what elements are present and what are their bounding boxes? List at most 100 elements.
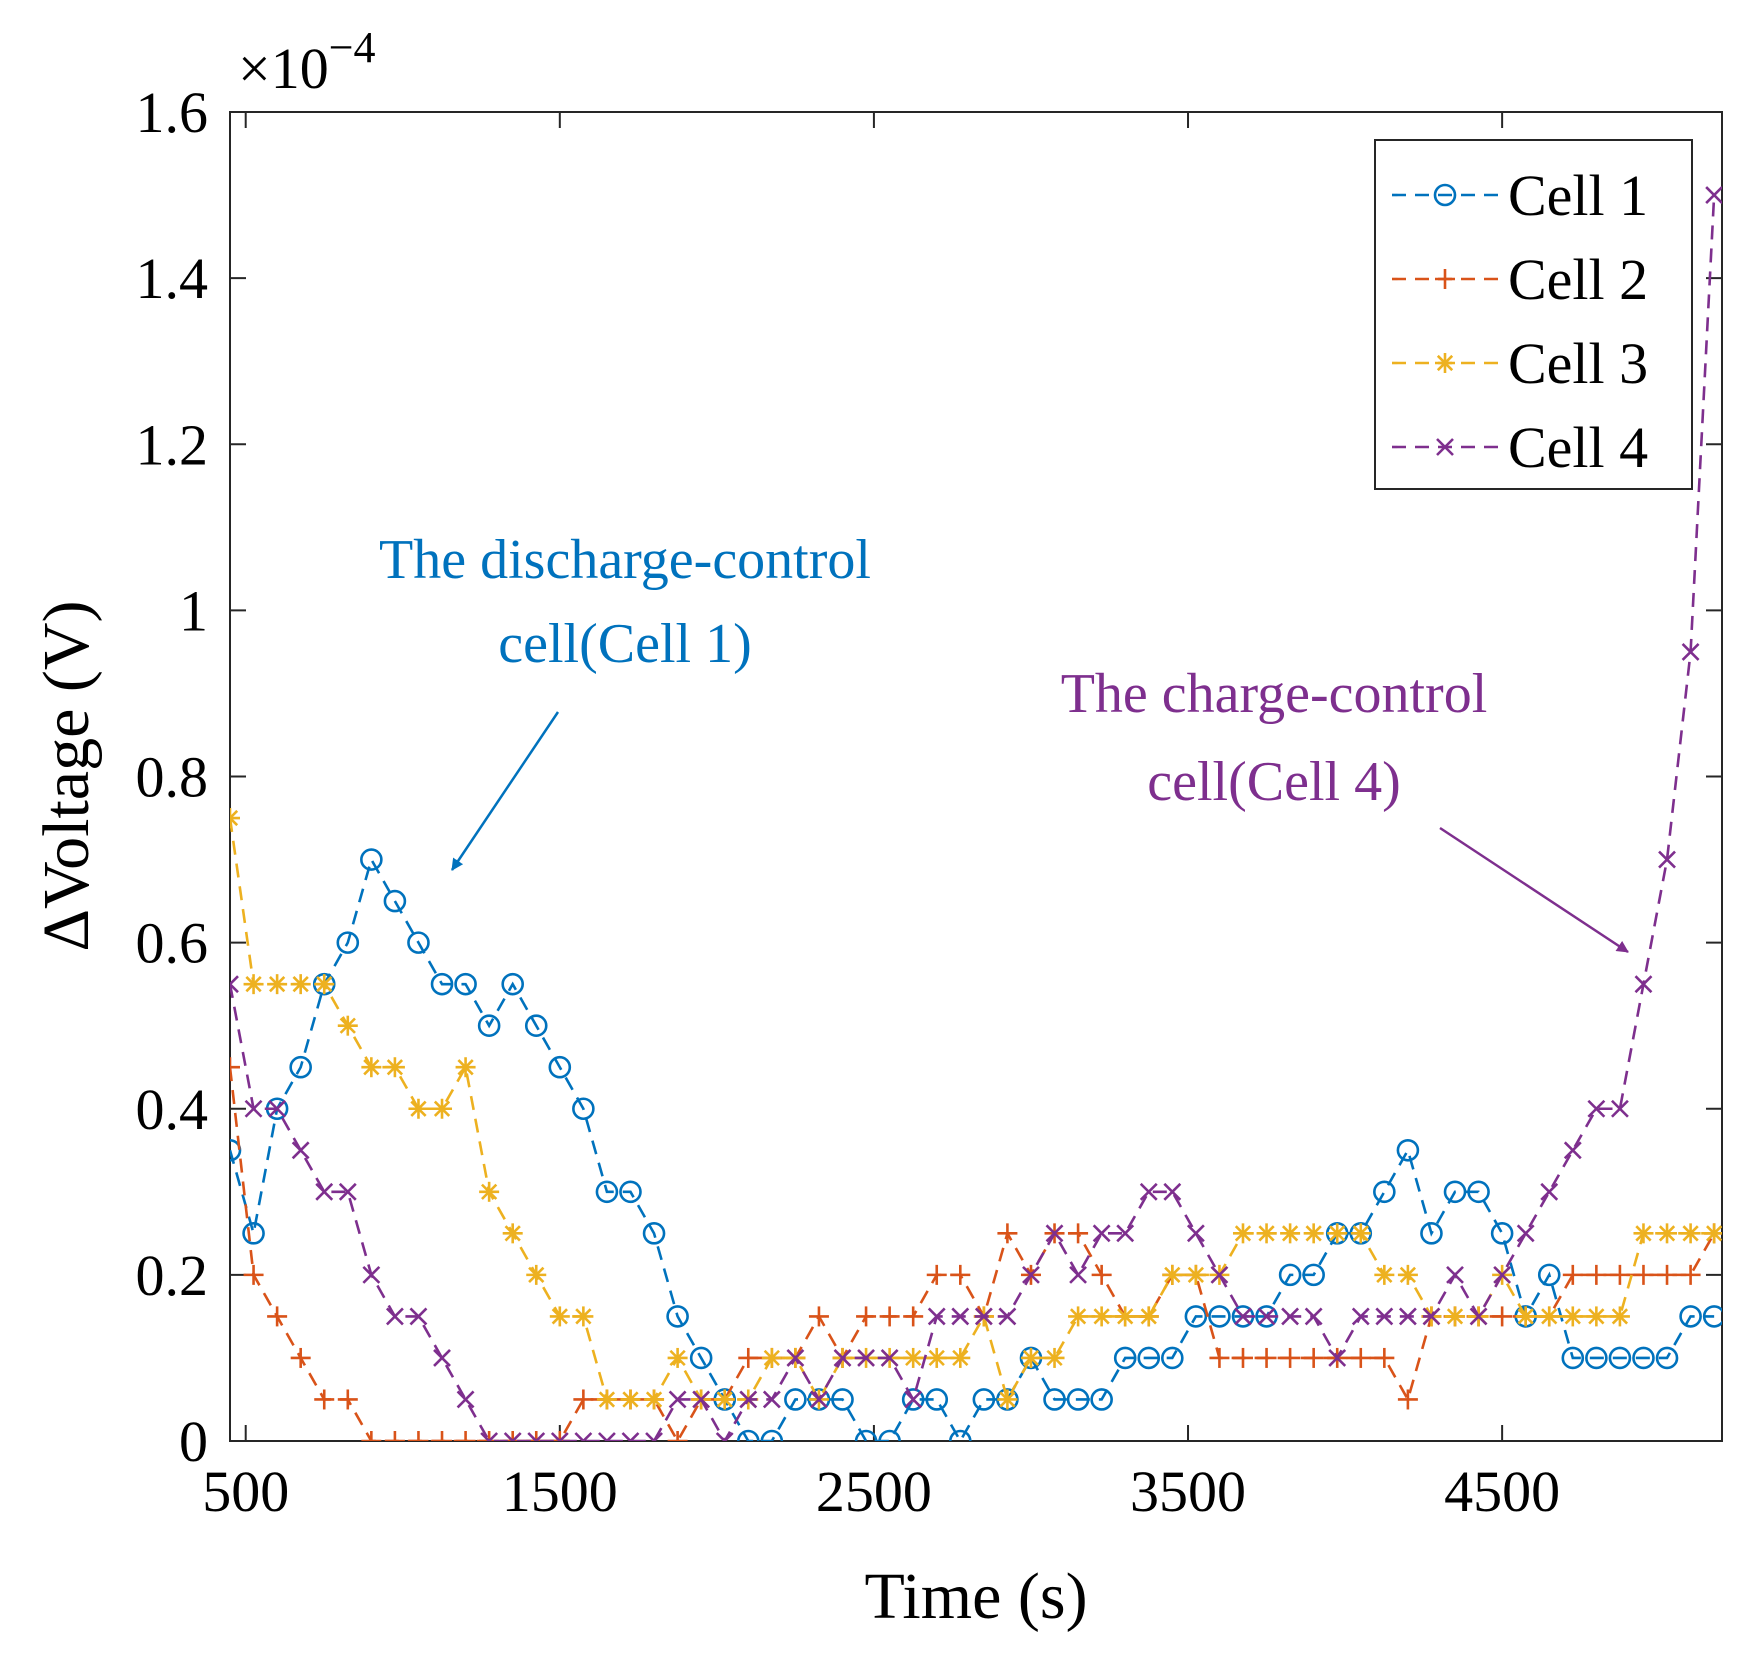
data-point-cell-4 xyxy=(1234,1307,1252,1326)
x-axis: 500 1500 2500 3500 4500 xyxy=(202,112,1560,1524)
data-point-cell-3 xyxy=(455,1057,476,1078)
data-point-cell-4 xyxy=(1446,1265,1464,1284)
annotation-charge-control: The charge-control cell(Cell 4) xyxy=(1061,663,1629,954)
data-point-cell-4 xyxy=(1681,642,1700,661)
data-point-cell-4 xyxy=(598,1432,616,1441)
data-point-cell-1 xyxy=(760,1429,784,1441)
data-point-cell-1 xyxy=(1373,1180,1396,1204)
data-point-cell-3 xyxy=(526,1264,547,1285)
data-point-cell-1 xyxy=(878,1429,901,1441)
data-point-cell-4 xyxy=(1281,1307,1300,1326)
data-point-cell-1 xyxy=(1184,1305,1208,1328)
data-point-cell-1 xyxy=(454,972,477,996)
data-point-cell-4 xyxy=(1351,1307,1370,1326)
x-tick-label: 500 xyxy=(202,1459,289,1524)
data-point-cell-1 xyxy=(948,1429,972,1441)
data-point-cell-3 xyxy=(1562,1306,1583,1327)
data-point-cell-4 xyxy=(1563,1141,1582,1160)
data-point-cell-1 xyxy=(1396,1138,1420,1162)
data-point-cell-3 xyxy=(1397,1264,1418,1285)
data-point-cell-2 xyxy=(808,1306,829,1327)
data-point-cell-4 xyxy=(857,1349,875,1367)
data-point-cell-1 xyxy=(572,1097,595,1121)
data-point-cell-3 xyxy=(950,1347,971,1368)
data-point-cell-4 xyxy=(1116,1224,1135,1243)
data-point-cell-1 xyxy=(1420,1222,1443,1245)
legend-box xyxy=(1374,139,1693,490)
data-point-cell-3 xyxy=(549,1306,570,1327)
data-point-cell-3 xyxy=(1303,1223,1324,1244)
data-point-cell-3 xyxy=(1539,1306,1560,1327)
data-point-cell-2 xyxy=(361,1431,382,1441)
data-point-cell-1 xyxy=(1702,1305,1722,1328)
data-point-cell-4 xyxy=(715,1432,734,1441)
data-point-cell-1 xyxy=(1585,1346,1608,1370)
data-point-cell-4 xyxy=(1658,850,1676,869)
legend: Cell 1 Cell 2 Cell 3 Cell 4 xyxy=(1374,139,1693,490)
data-point-cell-1 xyxy=(854,1429,878,1441)
y-tick-label: 1.4 xyxy=(136,246,209,311)
data-point-cell-2 xyxy=(856,1306,877,1327)
data-point-cell-4 xyxy=(409,1307,428,1326)
data-point-cell-4 xyxy=(1069,1265,1088,1284)
data-point-cell-4 xyxy=(668,1390,687,1409)
data-point-cell-4 xyxy=(433,1349,451,1367)
data-point-cell-2 xyxy=(455,1431,476,1441)
data-point-cell-3 xyxy=(620,1389,641,1410)
data-point-cell-4 xyxy=(480,1432,499,1441)
data-point-cell-2 xyxy=(1303,1347,1324,1368)
data-point-cell-4 xyxy=(456,1390,475,1409)
data-point-cell-1 xyxy=(925,1388,949,1411)
data-point-cell-2 xyxy=(738,1347,759,1368)
data-point-cell-1 xyxy=(689,1346,713,1370)
y-tick-label: 1.6 xyxy=(136,80,209,145)
data-point-cell-2 xyxy=(1209,1347,1230,1368)
data-point-cell-4 xyxy=(692,1390,711,1409)
y-tick-label: 0.4 xyxy=(136,1077,209,1142)
y-axis-title: ΔVoltage (V) xyxy=(30,601,103,952)
data-point-cell-1 xyxy=(548,1055,572,1079)
data-point-cell-4 xyxy=(1328,1349,1347,1367)
y-tick-label: 1.2 xyxy=(136,412,209,477)
legend-item-cell-3: Cell 3 xyxy=(1392,331,1648,396)
data-point-cell-3 xyxy=(903,1347,924,1368)
data-point-cell-1 xyxy=(642,1222,666,1245)
data-point-cell-1 xyxy=(595,1180,619,1204)
x-tick-label: 4500 xyxy=(1444,1459,1560,1524)
data-point-cell-3 xyxy=(1327,1223,1348,1244)
data-point-cell-4 xyxy=(739,1390,758,1409)
data-point-cell-3 xyxy=(1068,1306,1089,1327)
data-point-cell-4 xyxy=(810,1390,828,1409)
series-layer xyxy=(230,186,1722,1441)
data-point-cell-2 xyxy=(1350,1347,1371,1368)
data-point-cell-2 xyxy=(1562,1264,1583,1285)
data-point-cell-1 xyxy=(666,1305,689,1328)
data-point-cell-2 xyxy=(243,1264,264,1285)
data-point-cell-2 xyxy=(926,1264,947,1285)
data-point-cell-1 xyxy=(1490,1222,1514,1245)
data-point-cell-4 xyxy=(1634,975,1653,994)
annotation-discharge-line-2: cell(Cell 1) xyxy=(498,613,751,675)
data-point-cell-2 xyxy=(408,1431,429,1441)
legend-item-cell-4: Cell 4 xyxy=(1392,415,1648,480)
data-point-cell-4 xyxy=(1092,1224,1111,1243)
data-point-cell-1 xyxy=(383,889,407,913)
legend-marker-cell-2 xyxy=(1435,269,1455,289)
data-point-cell-4 xyxy=(904,1390,923,1409)
data-point-cell-4 xyxy=(998,1307,1017,1326)
data-point-cell-4 xyxy=(1186,1224,1205,1243)
data-point-cell-2 xyxy=(997,1223,1018,1244)
data-point-cell-3 xyxy=(596,1389,617,1410)
data-point-cell-3 xyxy=(230,808,240,829)
data-point-cell-2 xyxy=(502,1431,523,1441)
data-point-cell-4 xyxy=(974,1307,993,1326)
legend-label-cell-1: Cell 1 xyxy=(1508,163,1648,228)
data-point-cell-4 xyxy=(1304,1307,1323,1326)
annotation-charge-line-1: The charge-control xyxy=(1061,663,1488,725)
data-point-cell-1 xyxy=(1443,1180,1467,1204)
data-point-cell-4 xyxy=(621,1432,640,1441)
data-point-cell-3 xyxy=(926,1347,947,1368)
data-point-cell-4 xyxy=(291,1141,310,1160)
data-point-cell-1 xyxy=(1090,1388,1113,1411)
